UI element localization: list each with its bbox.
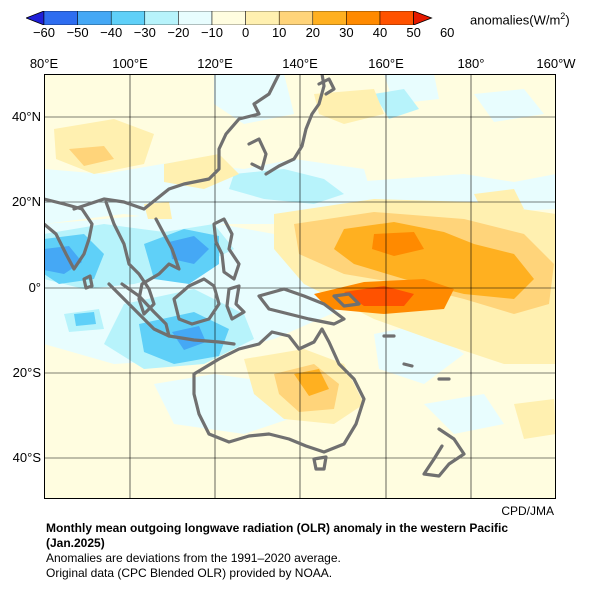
lon-label-180: 180° <box>457 56 485 71</box>
source-credit: CPD/JMA <box>501 504 554 518</box>
colorbar-segment <box>346 11 381 25</box>
colorbar-segment <box>245 11 280 25</box>
colorbar-segment <box>110 11 146 25</box>
coastline-korea <box>247 137 268 171</box>
lon-label-80e: 80°E <box>29 56 59 71</box>
colorbar <box>26 11 433 25</box>
coastline-japan <box>264 74 326 176</box>
coastline-philippines <box>212 217 241 281</box>
coastline-sri-lanka <box>82 274 94 290</box>
map-frame <box>44 74 556 499</box>
colorbar-segment <box>312 11 347 25</box>
lat-label-20n: 20°N <box>11 194 41 209</box>
lat-label-40s: 40°S <box>12 450 41 465</box>
lon-label-160w: 160°W <box>536 56 576 71</box>
coastline-india <box>44 197 94 271</box>
colorbar-tick-label: −20 <box>167 25 190 40</box>
colorbar-tick-label: 30 <box>339 25 354 40</box>
coastline-tasmania <box>312 455 328 471</box>
colorbar-segment <box>379 11 414 25</box>
lat-label-40n: 40°N <box>11 109 41 124</box>
colorbar-arrow-low <box>26 11 45 25</box>
caption-note-baseline: Anomalies are deviations from the 1991–2… <box>46 551 341 565</box>
lon-label-140e: 140°E <box>282 56 318 71</box>
colorbar-segment <box>278 11 314 25</box>
extreme-positive-regions <box>344 286 414 306</box>
coastline-java <box>167 334 236 346</box>
lon-label-160e: 160°E <box>368 56 404 71</box>
lon-label-100e: 100°E <box>112 56 148 71</box>
colorbar-segment <box>144 11 179 25</box>
coastline-sulawesi <box>225 284 246 321</box>
colorbar-segment <box>178 11 213 25</box>
coastline-new-guinea <box>257 287 346 326</box>
colorbar-tick-label: 10 <box>271 25 287 40</box>
colorbar-segment <box>43 11 78 25</box>
coastline-china <box>72 74 281 211</box>
coastline-pacific-islands <box>382 334 451 381</box>
coastlines <box>44 74 466 478</box>
coastline-australia <box>192 327 366 454</box>
lat-label-0: 0° <box>28 280 41 295</box>
coastline-indochina <box>104 200 181 316</box>
colorbar-arrow-high <box>413 11 433 25</box>
colorbar-tick-label: 60 <box>439 25 455 40</box>
colorbar-tick-label: 50 <box>406 25 421 40</box>
caption-note-source: Original data (CPC Blended OLR) provided… <box>46 566 333 580</box>
colorbar-segment <box>211 11 246 25</box>
caption-title-line2: (Jan.2025) <box>46 536 105 550</box>
colorbar-tick-label: 20 <box>305 25 321 40</box>
lon-label-120e: 120°E <box>197 56 233 71</box>
colorbar-tick-label: −50 <box>66 25 89 40</box>
lat-label-20s: 20°S <box>12 365 41 380</box>
coastline-bismarck <box>332 292 361 308</box>
coastline-borneo <box>172 277 221 326</box>
coastline-hokkaido <box>317 77 336 96</box>
coastline-new-zealand <box>422 427 466 478</box>
colorbar-tick-label: −40 <box>100 25 123 40</box>
colorbar-tick-label: −10 <box>200 25 224 40</box>
colorbar-tick-label: −30 <box>133 25 156 40</box>
colorbar-segment <box>77 11 112 25</box>
colorbar-unit-label: anomalies(W/m2) <box>470 11 570 28</box>
caption-title-line1: Monthly mean outgoing longwave radiation… <box>46 521 509 535</box>
olr-anomaly-map <box>44 74 556 499</box>
colorbar-tick-label: 0 <box>241 25 250 40</box>
colorbar-tick-label: −60 <box>32 25 56 40</box>
colorbar-tick-label: 40 <box>372 25 388 40</box>
